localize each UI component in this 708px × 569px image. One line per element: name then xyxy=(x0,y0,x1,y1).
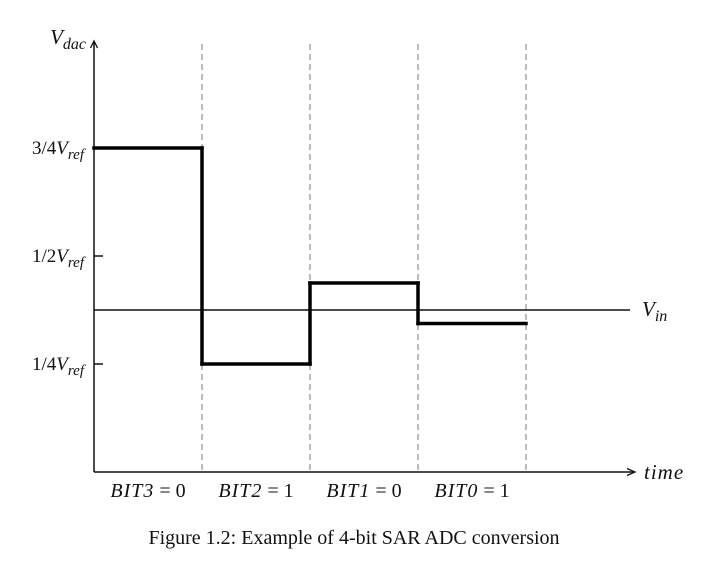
interval-dividers xyxy=(201,44,527,472)
bit-label: BIT1 = 0 xyxy=(326,480,401,502)
vin-reference: Vin xyxy=(94,297,667,325)
y-tick-label: 1/2Vref xyxy=(32,246,86,271)
figure-caption: Figure 1.2: Example of 4-bit SAR ADC con… xyxy=(148,527,560,549)
bit-label: BIT3 = 0 xyxy=(110,480,185,502)
y-axis-arrow xyxy=(89,39,99,49)
bit-label: BIT0 = 1 xyxy=(434,480,509,502)
y-axis-label: Vdac xyxy=(50,25,86,53)
x-axis-label: time xyxy=(644,460,684,484)
vdac-signal xyxy=(92,146,528,366)
axes xyxy=(89,39,637,477)
vin-label: Vin xyxy=(642,297,667,325)
y-tick-label: 1/4Vref xyxy=(32,354,86,379)
bit-label: BIT2 = 1 xyxy=(218,480,293,502)
y-tick-label: 3/4Vref xyxy=(32,138,86,163)
x-axis-arrow xyxy=(626,467,637,477)
axis-labels: 3/4Vref 1/2Vref 1/4Vref Vdac time BIT3 = 0 BIT… xyxy=(32,25,684,502)
sar-adc-chart: Vin 3/4Vref 1/2Vref 1/4Vref Vdac time BIT3 = … xyxy=(32,25,684,502)
